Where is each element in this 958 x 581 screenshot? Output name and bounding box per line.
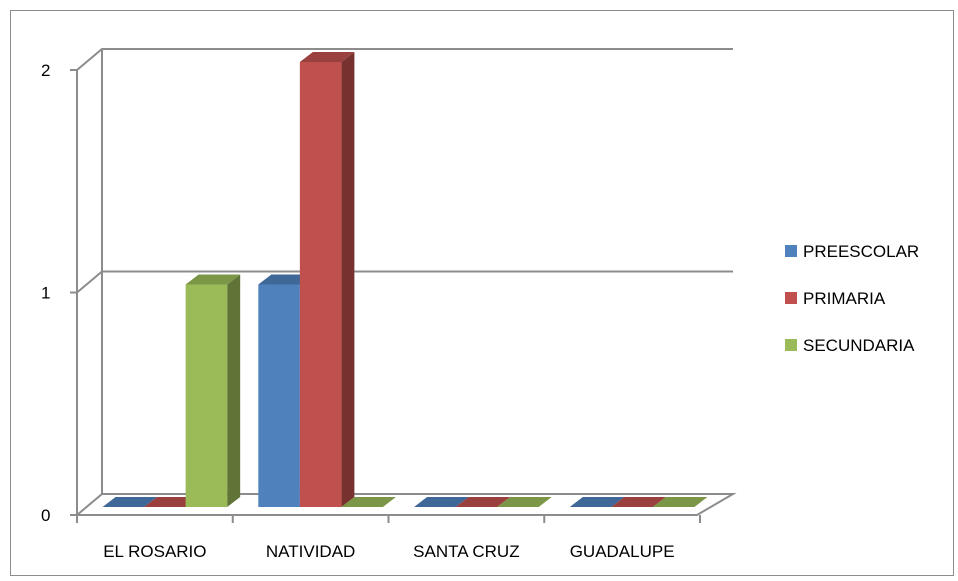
bar-front [258, 284, 300, 507]
bar-top [341, 497, 396, 507]
legend-label: PREESCOLAR [803, 242, 919, 261]
bar-santa-cruz-primaria [455, 497, 511, 507]
bar-natividad-secundaria [341, 497, 396, 507]
legend-item-primaria: PRIMARIA [785, 289, 886, 308]
bar-top [258, 274, 313, 285]
x-category-label-1: NATIVIDAD [266, 542, 355, 561]
gridlines [76, 48, 733, 294]
bar-top [299, 52, 355, 62]
bar-top [652, 497, 708, 507]
x-category-label-0: EL ROSARIO [103, 542, 206, 561]
gridline-2 [76, 48, 733, 71]
bar-top [144, 497, 199, 507]
bar-side [227, 274, 241, 507]
x-category-label-2: SANTA CRUZ [413, 542, 519, 561]
bar-front [185, 284, 228, 507]
legend-swatch [785, 292, 797, 304]
bar-guadalupe-preescolar [569, 497, 625, 507]
legend-item-secundaria: SECUNDARIA [785, 336, 915, 355]
legend-swatch [785, 245, 797, 257]
bar-top [102, 497, 158, 507]
bar-guadalupe-primaria [611, 497, 666, 507]
legend: PREESCOLAR PRIMARIA SECUNDARIA [785, 242, 919, 355]
bar-el-rosario-secundaria [185, 274, 241, 507]
bar-top [497, 497, 552, 507]
x-category-label-3: GUADALUPE [570, 542, 675, 561]
bar-top [455, 497, 511, 507]
legend-label: PRIMARIA [803, 289, 886, 308]
y-tick-label-0: 0 [41, 506, 50, 525]
y-tick-labels: 0 1 2 [41, 61, 50, 525]
legend-label: SECUNDARIA [803, 336, 915, 355]
bar-front [299, 62, 342, 507]
bar-el-rosario-preescolar [102, 497, 158, 507]
legend-swatch [785, 339, 797, 351]
y-tick-label-1: 1 [41, 284, 50, 303]
bars [102, 52, 708, 507]
bar-top [611, 497, 666, 507]
bar-el-rosario-primaria [144, 497, 199, 507]
bar-top [569, 497, 625, 507]
bar-top [185, 274, 241, 285]
bar-natividad-primaria [299, 52, 355, 507]
axes [70, 69, 701, 523]
bar-side [341, 52, 355, 507]
bar-santa-cruz-preescolar [414, 497, 469, 507]
bar-guadalupe-secundaria [652, 497, 708, 507]
bar-santa-cruz-secundaria [497, 497, 552, 507]
bar-top [414, 497, 469, 507]
plot-walls [74, 49, 737, 516]
y-tick-label-2: 2 [41, 61, 50, 80]
gridline-1 [76, 270, 733, 294]
x-category-labels: EL ROSARIO NATIVIDAD SANTA CRUZ GUADALUPE [103, 542, 674, 561]
plot-floor [74, 493, 737, 516]
legend-item-preescolar: PREESCOLAR [785, 242, 919, 261]
